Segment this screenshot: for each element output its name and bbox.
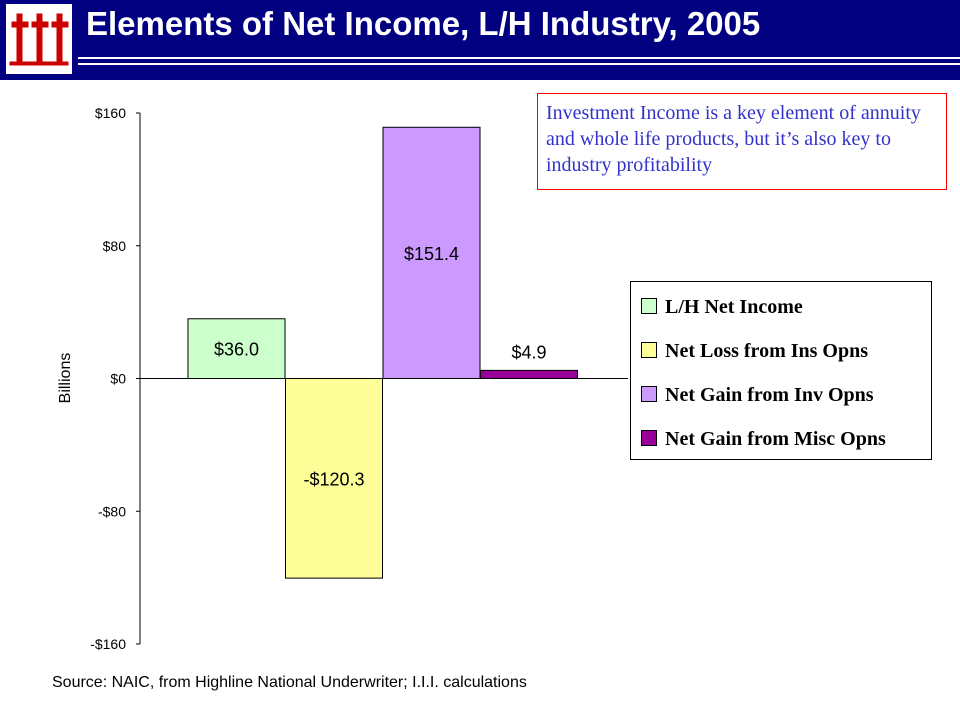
legend-label: Net Gain from Misc Opns (665, 428, 886, 450)
y-tick-label: -$160 (90, 636, 126, 652)
logo-stem (16, 13, 23, 63)
y-tick-label: -$80 (98, 503, 126, 519)
callout-text: Investment Income is a key element of an… (546, 102, 921, 176)
header-rule-top (78, 57, 960, 59)
header-rule-bottom (78, 63, 960, 65)
legend-swatch (641, 298, 657, 315)
iii-logo-icon (6, 4, 72, 74)
bar-3 (480, 369, 578, 379)
chart-data-labels: $36.0 -$120.3 $151.4 $4.9 (214, 244, 547, 489)
y-tick-label: $80 (103, 238, 127, 254)
bar-1 (285, 378, 383, 579)
legend-swatch (641, 386, 657, 403)
data-label-0: $36.0 (214, 340, 259, 360)
slide-title: Elements of Net Income, L/H Industry, 20… (86, 5, 761, 42)
legend-label: L/H Net Income (665, 296, 803, 318)
legend-item-net-gain-inv-opns: Net Gain from Inv Opns (641, 380, 874, 410)
logo-stem (36, 13, 43, 63)
y-tick-label: $0 (110, 371, 126, 387)
data-label-2: $151.4 (404, 244, 459, 264)
legend-item-lh-net-income: L/H Net Income (641, 292, 803, 322)
legend-label: Net Loss from Ins Opns (665, 340, 868, 362)
logo-stem (56, 13, 63, 63)
legend-swatch (641, 430, 657, 447)
bar-2 (382, 126, 481, 379)
legend-item-net-loss-ins-opns: Net Loss from Ins Opns (641, 336, 868, 366)
logo-bar (31, 21, 49, 28)
callout-box: Investment Income is a key element of an… (537, 93, 947, 190)
data-label-1: -$120.3 (303, 469, 364, 489)
data-label-3: $4.9 (511, 342, 546, 362)
bar-chart: $160 $80 $0 -$80 -$160 $36.0 -$120.3 $151.4 $4.… (57, 105, 628, 652)
y-axis-label: Billions (57, 353, 74, 404)
logo-bar (51, 21, 69, 28)
legend-label: Net Gain from Inv Opns (665, 384, 874, 406)
chart-legend: L/H Net Income Net Loss from Ins Opns Ne… (630, 281, 932, 460)
legend-item-net-gain-misc-opns: Net Gain from Misc Opns (641, 424, 886, 454)
bar-0 (187, 318, 286, 379)
logo-bar (11, 21, 29, 28)
y-tick-label: $160 (95, 105, 126, 121)
logo-base (9, 61, 69, 66)
legend-swatch (641, 342, 657, 359)
source-note: Source: NAIC, from Highline National Und… (52, 674, 527, 691)
slide-header: Elements of Net Income, L/H Industry, 20… (0, 0, 960, 80)
chart-bars (187, 126, 578, 579)
iii-logo-glyph-icon (9, 13, 69, 66)
